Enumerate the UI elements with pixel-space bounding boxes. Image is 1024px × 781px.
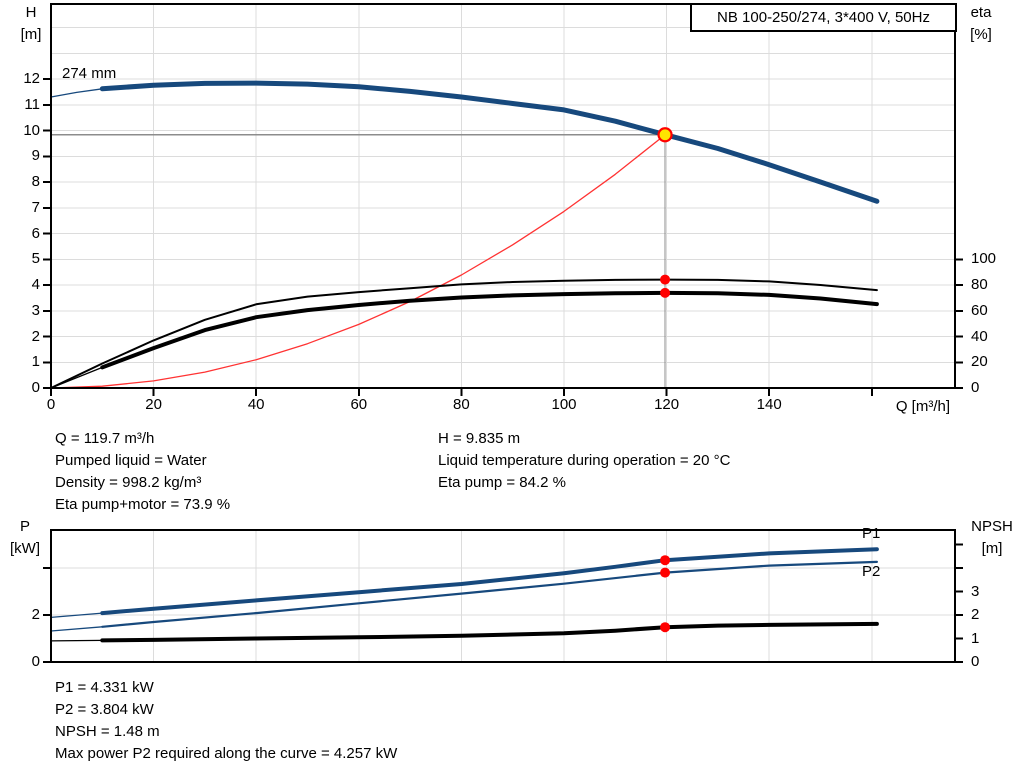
p1-curve-lead	[50, 612, 103, 619]
qh-curve-lead	[50, 88, 103, 98]
eta-pump-motor-lead	[50, 366, 103, 389]
npsh-curve-lead	[50, 639, 103, 642]
p2-curve	[101, 560, 879, 628]
p2-curve-lead	[50, 626, 103, 632]
npsh-point	[660, 622, 671, 633]
p2-point	[660, 567, 671, 578]
duty-point[interactable]	[657, 127, 673, 143]
chart-frame	[50, 529, 956, 663]
eta-pump-motor-curve	[100, 290, 879, 370]
eta-pump-curve	[50, 278, 878, 389]
qh-curve	[99, 80, 880, 204]
p1-curve	[100, 547, 879, 616]
system-curve	[50, 134, 666, 389]
npsh-curve	[100, 621, 879, 643]
p1-point	[660, 555, 671, 566]
chart-frame	[50, 3, 956, 389]
eta-pump-motor-point	[660, 287, 671, 298]
eta-pump-point	[660, 274, 671, 285]
